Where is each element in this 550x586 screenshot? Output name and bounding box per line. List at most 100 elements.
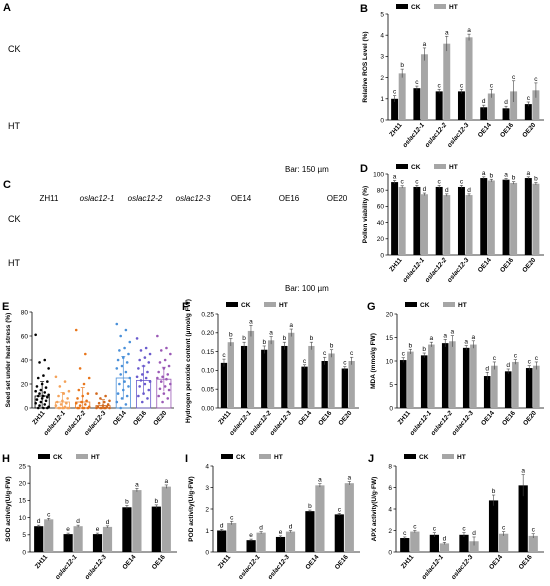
data-point [78, 367, 82, 370]
significance-letter: b [330, 343, 334, 350]
row-label-ck-c: CK [8, 214, 21, 224]
bar-ck-oe16 [518, 485, 528, 552]
column-label-c-oe14: OE14 [230, 194, 252, 203]
significance-letter: c [415, 79, 419, 86]
significance-letter: b [262, 339, 266, 346]
data-point [142, 392, 145, 395]
data-point [84, 403, 87, 406]
x-tick-label-oslac12-1: oslac12-1 [402, 121, 427, 148]
data-point [46, 380, 49, 383]
data-point [167, 364, 171, 368]
significance-letter: d [445, 187, 449, 194]
data-point [43, 403, 47, 406]
data-point [165, 377, 168, 381]
data-point [108, 406, 111, 410]
column-label-a-oslac12-1: oslac12-1 [79, 4, 115, 13]
data-point [46, 395, 49, 399]
significance-letter: a [289, 322, 293, 329]
y-tick-label: 0 [380, 117, 384, 124]
data-point [36, 376, 40, 380]
bar-ck-zh11 [399, 360, 407, 408]
x-tick-label-zh11: ZH11 [388, 121, 404, 138]
legend-label-ck: CK [241, 302, 251, 309]
y-axis-label: Pollen viability (%) [362, 186, 369, 243]
data-point [166, 397, 170, 400]
data-point [166, 373, 170, 376]
data-point [143, 382, 147, 386]
y-tick-label: 0 [388, 549, 392, 556]
y-tick-label: 5 [380, 11, 384, 18]
data-point [87, 376, 91, 380]
data-point [144, 346, 148, 350]
data-point [43, 358, 47, 362]
x-tick-label-oslac12-1: oslac12-1 [54, 553, 79, 580]
data-point [62, 392, 66, 395]
data-point [123, 380, 126, 383]
legend-swatch-ht [443, 302, 455, 307]
y-tick-label: 100 [373, 171, 384, 178]
data-point [34, 389, 37, 393]
data-point [157, 370, 160, 374]
data-point [58, 385, 62, 388]
bar-ck-zh11 [217, 530, 227, 552]
data-point [38, 392, 41, 395]
significance-letter: a [269, 330, 273, 337]
significance-letter: c [393, 89, 397, 96]
scale-bar-label-a: Bar: 150 µm [285, 165, 329, 174]
y-tick-label: 5 [389, 382, 393, 389]
data-point [162, 392, 166, 395]
significance-letter: a [249, 318, 253, 325]
data-point [161, 375, 164, 379]
significance-letter: d [482, 98, 486, 105]
y-tick-label: 0 [24, 405, 28, 412]
y-tick-label: 2 [388, 528, 392, 535]
significance-letter: c [438, 178, 442, 185]
data-point [35, 385, 39, 388]
column-label-c-oe16: OE16 [278, 194, 300, 203]
data-point [139, 349, 143, 352]
data-point [95, 406, 98, 410]
y-tick-label: 0 [380, 252, 384, 259]
data-point [167, 388, 171, 392]
y-tick-label: 40 [377, 220, 385, 227]
bar-ht-oe14 [132, 490, 142, 552]
legend-label-ck: CK [236, 454, 246, 461]
bar-ht-zh11 [407, 351, 414, 408]
significance-letter: a [443, 332, 447, 339]
x-tick-label-oe16: OE16 [132, 409, 148, 427]
bar-ht-oslac12-1 [420, 54, 428, 120]
y-tick-label: 20 [386, 311, 394, 318]
data-point [115, 367, 119, 370]
y-axis-label: MDA (mmol/g FW) [370, 333, 377, 389]
data-point [42, 394, 45, 398]
significance-letter: b [534, 176, 538, 183]
x-tick-label-oslac12-3: oslac12-3 [84, 553, 109, 580]
bar-ck-oslac12-2 [435, 91, 443, 120]
significance-letter: c [535, 355, 539, 362]
bar-ht-zh11 [398, 186, 406, 255]
bar-ck-zh11 [220, 362, 228, 408]
bar-ck-oslac12-3 [459, 534, 469, 552]
bar-ht-oe14 [315, 485, 325, 552]
bar-ht-oe16 [161, 486, 171, 552]
data-point [67, 389, 71, 393]
y-tick-label: 0.10 [201, 368, 214, 375]
column-label-c-oslac12-3: oslac12-3 [175, 194, 211, 203]
x-tick-label-oslac12-1: oslac12-1 [237, 553, 262, 580]
y-tick-label: 0.20 [201, 330, 214, 337]
panel-letter-e: E [2, 301, 9, 313]
legend-label-ck: CK [419, 454, 429, 461]
x-tick-label-oslac12-1: oslac12-1 [421, 553, 446, 580]
data-point [128, 376, 132, 380]
data-point [101, 404, 105, 407]
column-label-a-oslac12-2: oslac12-2 [127, 4, 163, 13]
bar-ck-oslac12-1 [63, 534, 73, 552]
data-point [84, 352, 87, 356]
panel-letter-c: C [3, 179, 11, 191]
y-tick-label: 0 [205, 549, 209, 556]
bar-ck-oslac12-1 [420, 355, 428, 408]
x-tick-label-oe14: OE14 [480, 409, 496, 427]
legend-swatch-ck [396, 4, 408, 9]
bar-ht-oe20 [532, 183, 540, 255]
